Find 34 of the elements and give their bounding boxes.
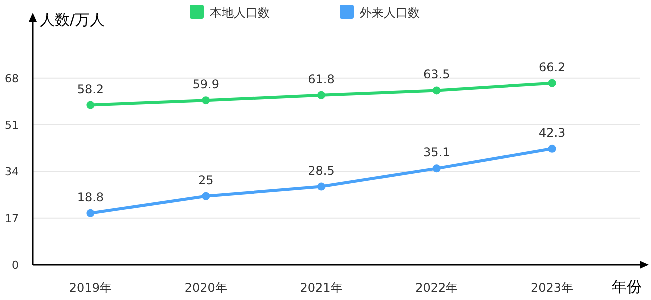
point	[202, 96, 210, 105]
y-axis-title: 人数/万人	[40, 11, 106, 29]
y-tick-label: 0	[12, 259, 19, 272]
point	[318, 182, 326, 191]
x-tick-label: 2022年	[416, 281, 458, 295]
data-label: 42.3	[538, 126, 566, 140]
y-tick-label: 51	[5, 119, 19, 132]
point	[86, 101, 95, 110]
x-tick-label: 2021年	[300, 281, 343, 295]
point	[432, 164, 441, 173]
legend-label: 外来人口数	[360, 6, 420, 20]
point	[318, 91, 326, 100]
x-tick-label: 2020年	[184, 281, 228, 295]
data-label: 59.9	[192, 78, 220, 92]
x-axis-title: 年份	[612, 278, 642, 296]
point	[86, 209, 95, 218]
data-label: 35.1	[424, 146, 450, 160]
data-label: 63.5	[424, 68, 450, 82]
point	[548, 79, 556, 88]
data-label: 58.2	[77, 82, 104, 96]
y-tick-label: 34	[5, 166, 19, 179]
data-label: 18.8	[77, 190, 104, 204]
y-tick-label: 17	[5, 212, 19, 226]
y-tick-label: 68	[5, 72, 19, 86]
x-tick-label: 2019年	[69, 281, 112, 295]
point	[202, 192, 210, 200]
point	[432, 86, 441, 95]
data-label: 61.8	[308, 72, 335, 86]
legend-label: 本地人口数	[210, 6, 270, 20]
x-tick-label: 2023年	[531, 281, 574, 295]
point	[548, 144, 556, 153]
data-label: 25	[198, 173, 214, 188]
data-label: 66.2	[538, 60, 566, 74]
data-label: 28.5	[308, 164, 335, 178]
